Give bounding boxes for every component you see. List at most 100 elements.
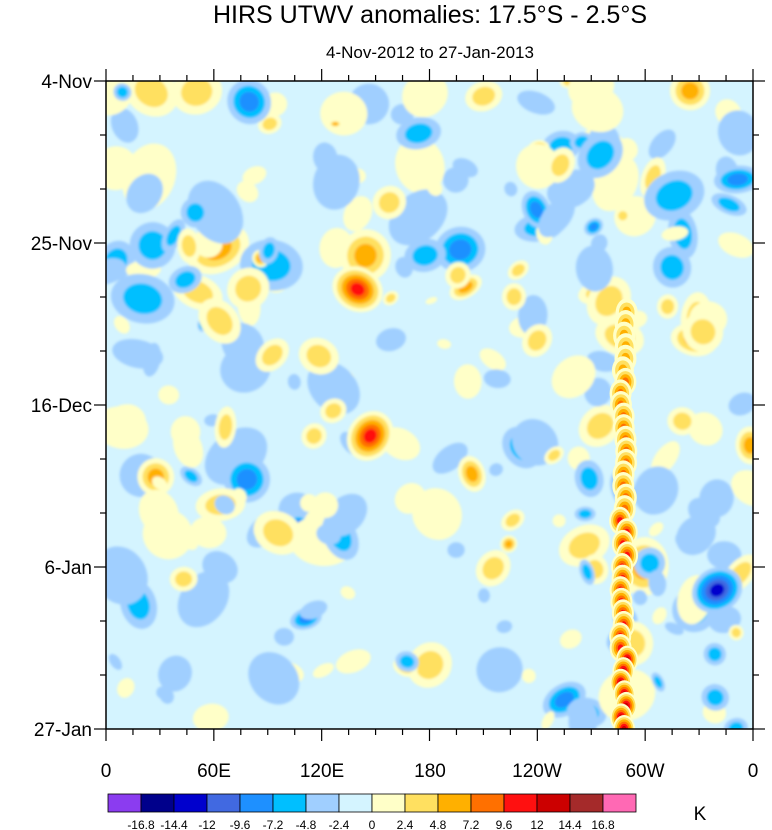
negative-anomaly-blob	[307, 361, 360, 415]
contour-level	[586, 351, 619, 372]
contour-level	[568, 700, 598, 729]
contour-level	[316, 524, 341, 545]
negative-anomaly-blob	[396, 117, 441, 150]
contour-level	[186, 203, 205, 222]
positive-anomaly-blob	[407, 642, 452, 688]
contour-level	[717, 110, 753, 156]
negative-anomaly-blob	[113, 83, 132, 101]
colorbar: -16.8 -14.4 -12 -9.6 -7.2 -4.8 -2.4 0 2.…	[107, 793, 707, 830]
positive-anomaly-blob	[552, 514, 566, 528]
positive-anomaly-blob	[465, 81, 503, 112]
positive-anomaly-blob	[479, 348, 506, 371]
contour-level	[589, 222, 598, 231]
contour-level	[681, 82, 699, 100]
contour-level	[354, 243, 377, 268]
positive-anomaly-blob	[171, 81, 223, 115]
x-tick-label: 0	[101, 761, 112, 782]
contour-level	[590, 100, 618, 120]
contour-level	[117, 678, 135, 698]
contour-level	[586, 140, 615, 170]
positive-anomaly-blob	[301, 423, 327, 449]
negative-anomaly-blob	[538, 196, 575, 238]
contour-level	[582, 564, 592, 580]
positive-anomaly-blob	[731, 470, 753, 507]
colorbar-label: -2.4	[329, 818, 350, 830]
positive-anomaly-blob	[227, 267, 270, 310]
negative-anomaly-blob	[568, 700, 598, 729]
positive-anomaly-blob	[501, 509, 525, 531]
contour-level	[126, 173, 163, 214]
positive-anomaly-blob	[412, 488, 462, 540]
positive-anomaly-blob	[661, 226, 689, 241]
contour-level	[248, 652, 300, 705]
contour-level	[707, 541, 742, 570]
positive-anomaly-blob	[176, 528, 199, 550]
contour-level	[181, 235, 197, 257]
contour-level	[263, 519, 294, 547]
positive-anomaly-blob	[507, 260, 529, 280]
colorbar-swatches	[107, 793, 637, 813]
positive-anomaly-blob	[320, 398, 347, 424]
positive-anomaly-blob	[312, 662, 334, 678]
negative-anomaly-blob	[584, 218, 603, 236]
colorbar-swatch	[437, 793, 472, 813]
negative-anomaly-blob	[574, 506, 596, 522]
negative-anomaly-blob	[126, 173, 163, 214]
negative-anomaly-blob	[476, 647, 523, 693]
negative-anomaly-blob	[227, 81, 272, 125]
positive-anomaly-blob	[198, 298, 241, 344]
contour-level	[437, 339, 452, 349]
colorbar-units: K	[694, 804, 707, 825]
positive-anomaly-blob	[329, 120, 342, 128]
colorbar-label: 2.4	[397, 818, 414, 830]
contour-level	[527, 330, 547, 351]
contour-level	[376, 328, 406, 352]
contour-level	[538, 196, 575, 238]
contour-level	[166, 225, 181, 246]
contour-level	[158, 655, 192, 692]
contour-level	[632, 589, 648, 606]
positive-anomaly-blob	[648, 522, 664, 537]
y-tick-label: 4-Nov	[41, 72, 92, 93]
positive-anomaly-blob	[545, 147, 575, 183]
contour-level	[709, 583, 725, 597]
contour-level	[552, 514, 566, 528]
contour-level	[274, 627, 294, 646]
contour-level	[655, 180, 693, 211]
contour-level	[116, 86, 128, 98]
positive-anomaly-blob	[152, 476, 168, 490]
positive-anomaly-blob	[214, 406, 237, 448]
negative-anomaly-blob	[259, 237, 279, 264]
negative-anomaly-blob	[728, 392, 753, 416]
y-tick-label: 16-Dec	[31, 396, 92, 417]
contour-level	[261, 344, 283, 366]
colorbar-label: 14.4	[558, 818, 582, 830]
negative-anomaly-blob	[112, 339, 164, 369]
positive-anomaly-blob	[551, 355, 596, 399]
contour-level	[504, 181, 518, 197]
positive-anomaly-blob	[343, 196, 373, 232]
contour-level	[112, 339, 164, 369]
contour-level	[529, 201, 543, 218]
contour-level	[718, 197, 740, 212]
x-tick-label: 60W	[625, 761, 664, 782]
negative-anomaly-blob	[106, 258, 127, 285]
positive-anomaly-blob	[682, 311, 724, 353]
negative-anomaly-blob	[158, 655, 192, 692]
contour-level	[306, 344, 332, 368]
positive-anomaly-blob	[578, 404, 622, 447]
y-tick-label: 27-Jan	[34, 720, 92, 741]
colorbar-labels: -16.8 -14.4 -12 -9.6 -7.2 -4.8 -2.4 0 2.…	[127, 818, 615, 830]
contour-level	[363, 428, 377, 443]
contour-level	[648, 522, 664, 537]
colorbar-swatch	[470, 793, 505, 813]
contour-level	[181, 81, 213, 106]
positive-anomaly-blob	[332, 266, 383, 313]
negative-anomaly-blob	[168, 265, 202, 294]
positive-anomaly-blob	[728, 624, 744, 641]
x-tick-label: 60E	[197, 761, 231, 782]
positive-anomaly-blob	[169, 566, 198, 592]
positive-anomaly-blob	[158, 385, 180, 405]
contour-level	[618, 211, 628, 221]
negative-anomaly-blob	[248, 652, 300, 705]
